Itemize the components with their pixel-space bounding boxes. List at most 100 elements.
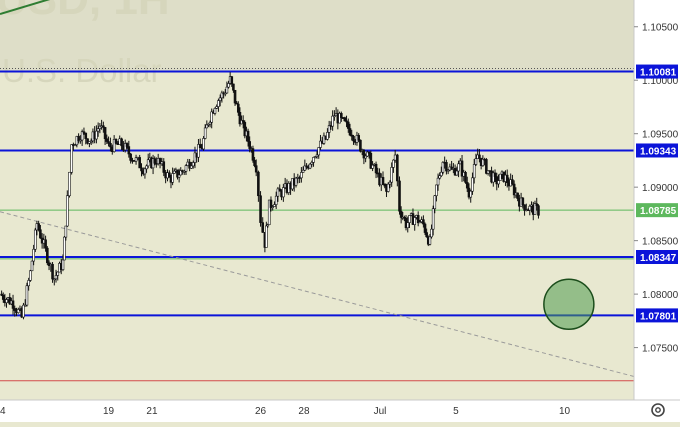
candle-body-211	[366, 151, 369, 157]
candle-body-305	[528, 205, 532, 211]
candle-body-257	[445, 162, 448, 172]
candle-body-27	[46, 247, 49, 264]
candle-body-302	[523, 204, 526, 211]
candle-body-240	[416, 215, 420, 224]
candle-body-125	[217, 100, 220, 107]
price-tick-label-3: 1.09000	[642, 183, 679, 194]
candle-body-98	[171, 173, 174, 183]
candle-body-292	[505, 174, 509, 183]
candle-body-26	[44, 239, 47, 249]
candle-body-0	[0, 293, 3, 296]
chart-settings-button[interactable]	[651, 403, 665, 417]
candle-body-153	[265, 225, 268, 248]
candle-body-263	[455, 170, 459, 176]
time-axis[interactable]: 14 19 21 26 28 Jul 5 10	[0, 399, 680, 422]
candle-body-278	[481, 159, 485, 166]
candle-body-159	[274, 195, 278, 205]
candle-body-147	[253, 160, 256, 166]
candle-body-91	[158, 158, 162, 165]
candle-body-143	[246, 130, 250, 142]
candle-body-118	[205, 124, 209, 129]
candle-body-39	[66, 195, 69, 227]
candle-body-210	[364, 155, 367, 159]
candle-body-106	[184, 165, 188, 172]
price-tick-label-2: 1.08500	[642, 237, 679, 248]
candle-body-141	[243, 122, 247, 137]
candle-body-200	[346, 121, 350, 129]
candle-body-192	[333, 115, 336, 118]
price-tick-label-6: 1.10500	[642, 23, 679, 34]
price-label-bg-1	[636, 143, 678, 158]
candle-body-80	[140, 167, 143, 172]
candle-body-234	[406, 222, 410, 229]
price-tick-label-1: 1.08000	[642, 290, 679, 301]
candlestick-series	[0, 72, 540, 320]
candle-body-286	[495, 176, 499, 185]
candle-body-103	[179, 170, 183, 176]
price-tick-label-4: 1.09500	[642, 130, 679, 141]
candle-body-232	[403, 216, 406, 219]
candle-body-199	[345, 120, 348, 123]
candle-body-77	[134, 157, 138, 162]
candle-body-151	[261, 222, 265, 233]
candle-body-214	[371, 164, 374, 169]
candle-body-186	[322, 135, 326, 144]
candle-body-99	[172, 170, 176, 174]
candle-body-160	[276, 188, 280, 197]
candle-body-201	[348, 128, 352, 136]
candle-body-178	[308, 163, 312, 169]
candle-body-189	[327, 125, 331, 133]
candle-body-50	[86, 138, 89, 144]
candle-body-216	[374, 163, 378, 174]
candle-body-249	[431, 208, 435, 230]
price-tick-label-0: 1.07500	[642, 344, 679, 355]
candle-body-49	[84, 132, 88, 140]
candle-body-182	[315, 154, 319, 157]
horizontal-levels	[0, 68, 634, 382]
candle-body-156	[269, 199, 273, 208]
time-tick-label-7: 10	[559, 406, 571, 417]
candle-body-181	[313, 156, 317, 158]
candle-body-62	[107, 141, 110, 144]
candle-body-198	[343, 117, 347, 122]
uptrend-line-fragment	[0, 0, 51, 15]
candle-body-188	[326, 132, 329, 140]
price-axis-background	[634, 0, 680, 400]
candle-body-295	[511, 179, 514, 185]
candle-body-52	[89, 140, 93, 143]
candle-body-45	[77, 136, 80, 142]
candle-body-23	[39, 229, 42, 239]
candle-body-113	[197, 144, 200, 158]
candle-body-136	[235, 102, 238, 105]
candle-body-174	[301, 169, 305, 173]
candle-body-296	[512, 183, 516, 196]
candle-body-146	[251, 148, 255, 161]
candle-body-284	[492, 172, 495, 183]
candle-body-195	[338, 113, 341, 124]
price-axis[interactable]: 1.075001.080001.085001.090001.095001.100…	[633, 0, 680, 400]
candle-body-180	[312, 157, 315, 163]
gear-icon-center	[655, 407, 661, 413]
time-axis-ticks: 14 19 21 26 28 Jul 5 10	[0, 406, 571, 417]
candle-body-266	[460, 160, 464, 177]
candle-body-213	[369, 152, 373, 169]
price-label-bg-0	[636, 64, 678, 79]
candle-body-184	[319, 140, 322, 148]
candle-body-129	[223, 92, 227, 95]
candle-body-109	[190, 165, 193, 169]
candle-body-48	[82, 131, 86, 134]
candle-body-221	[383, 183, 387, 187]
candle-body-251	[435, 184, 438, 197]
candle-body-308	[533, 203, 537, 215]
candle-body-102	[177, 174, 181, 178]
candle-body-220	[381, 177, 385, 185]
candle-body-38	[64, 225, 68, 238]
candle-body-280	[485, 159, 488, 174]
candle-body-158	[273, 204, 276, 207]
candle-body-144	[248, 141, 251, 149]
candle-body-157	[271, 206, 275, 208]
candle-body-149	[257, 171, 260, 197]
candle-body-57	[98, 125, 102, 129]
